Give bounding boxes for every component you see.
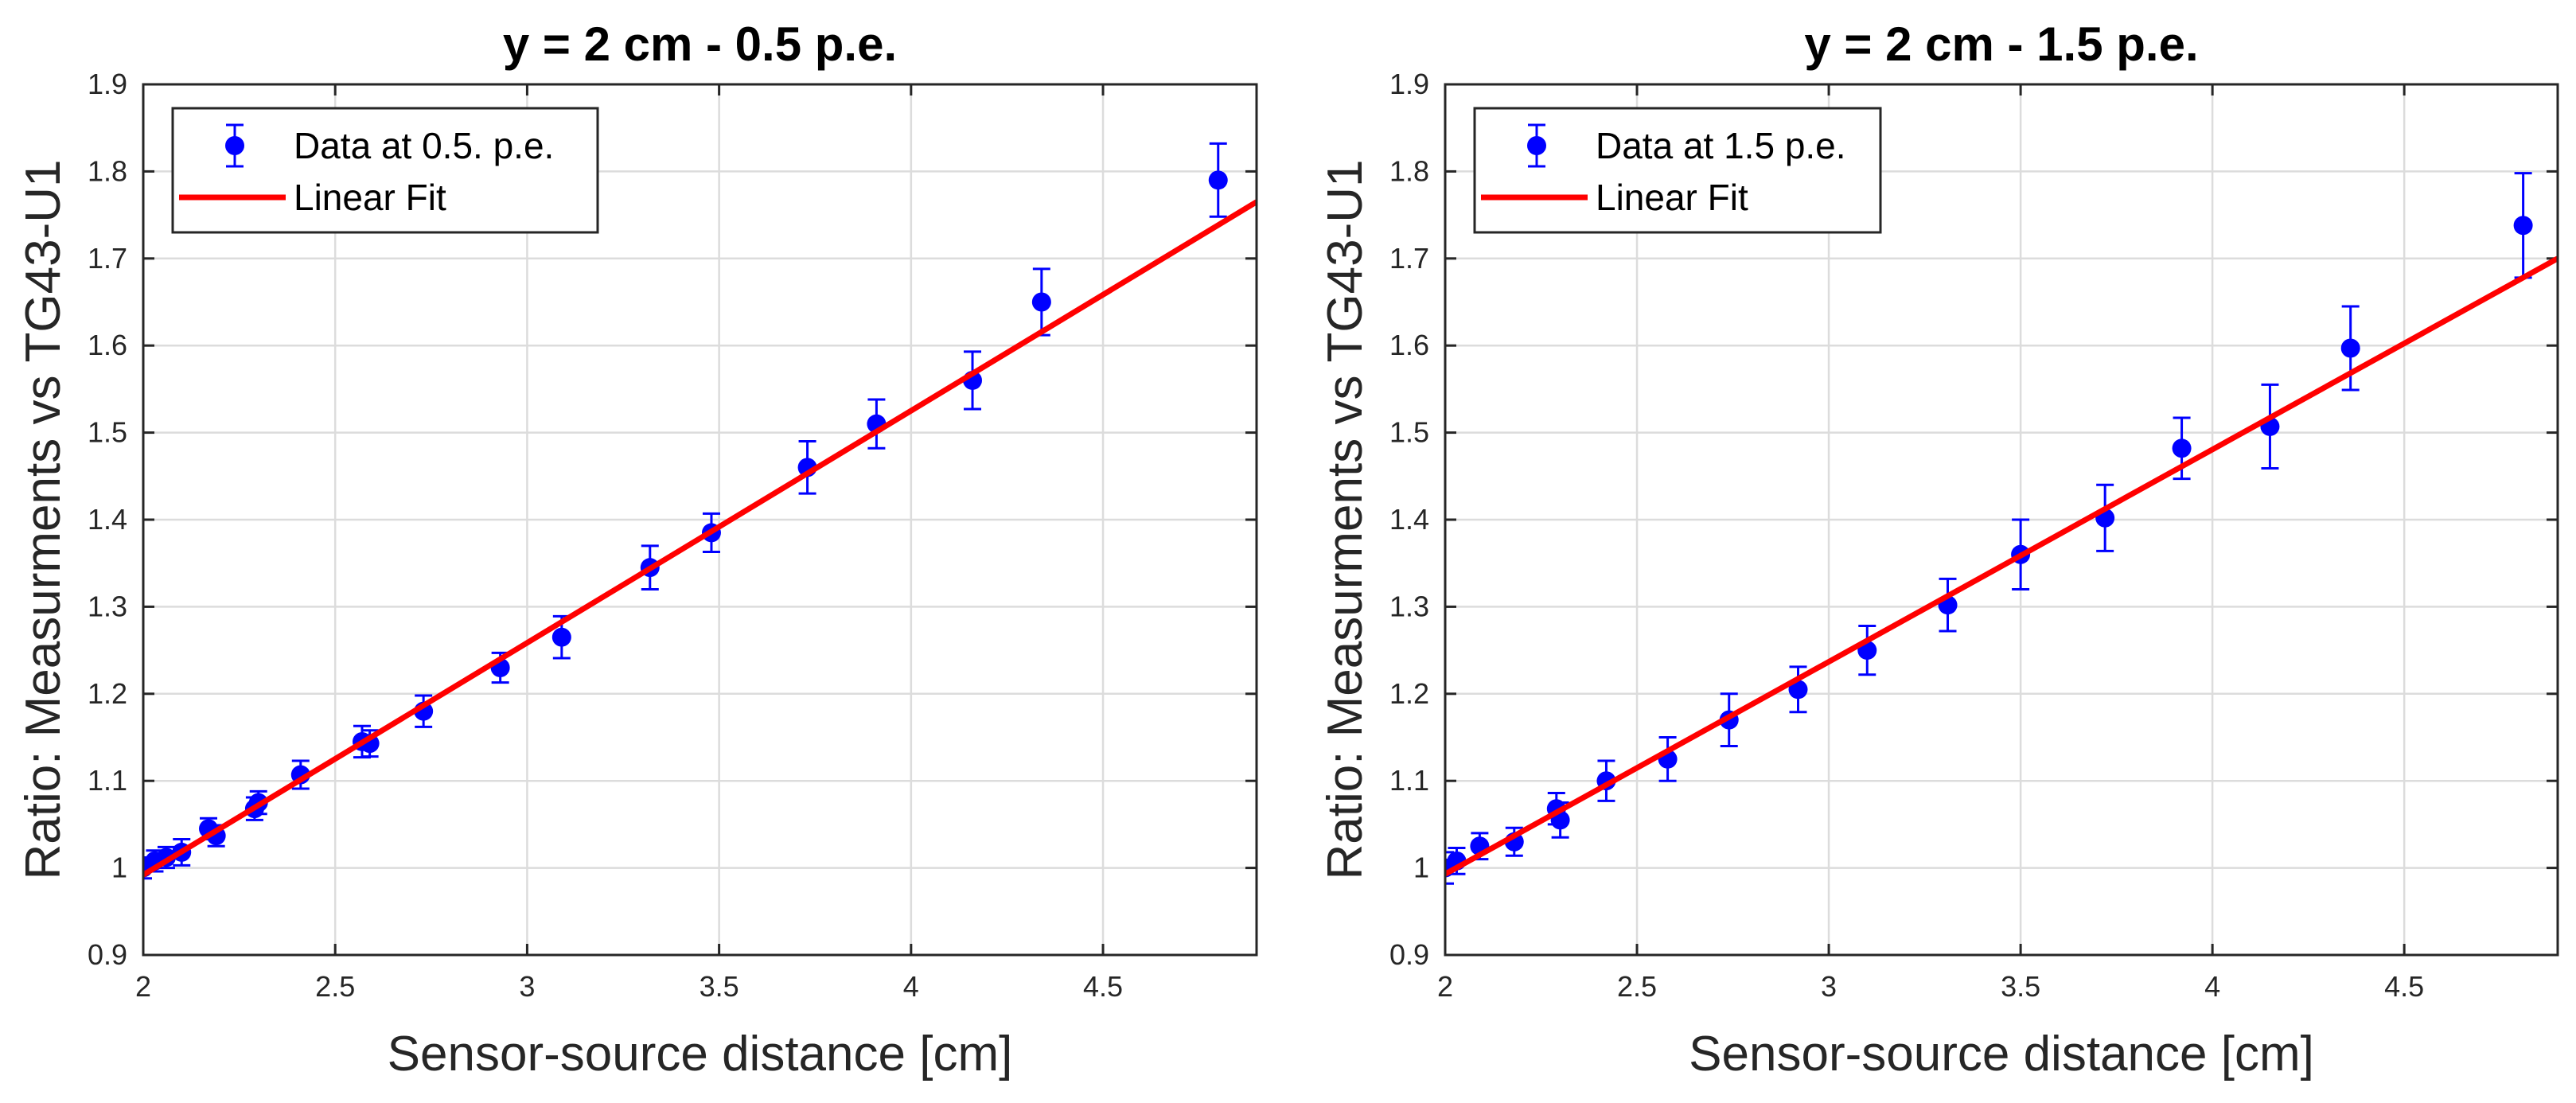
legend-box bbox=[171, 107, 599, 234]
y-tick-label: 1.7 bbox=[1389, 242, 1429, 275]
data-point bbox=[1208, 170, 1228, 190]
y-tick-label: 1.5 bbox=[1389, 416, 1429, 449]
y-tick-label: 1.4 bbox=[88, 503, 127, 536]
x-tick-label: 3.5 bbox=[2001, 970, 2040, 1003]
chart-title: y = 2 cm - 1.5 p.e. bbox=[1804, 18, 2198, 71]
x-tick-label: 2.5 bbox=[1617, 970, 1657, 1003]
y-tick-label: 1.9 bbox=[88, 68, 127, 100]
y-axis-label: Ratio: Measurments vs TG43-U1 bbox=[1318, 159, 1373, 879]
y-tick-label: 1.9 bbox=[1389, 68, 1429, 100]
data-point bbox=[2172, 438, 2192, 458]
y-tick-label: 0.9 bbox=[88, 938, 127, 971]
fit-line bbox=[1445, 255, 2558, 877]
y-tick-label: 1.1 bbox=[88, 764, 127, 797]
y-tick-label: 1.3 bbox=[1389, 590, 1429, 622]
chart-panel-left: 2 2.5 3 3.5 4 4.5 0.9 1 1.1 1.2 1.3 1.4 1.5 1.6 1.7 1.8… bbox=[16, 18, 1258, 1082]
legend-label-fit: Linear Fit bbox=[1596, 177, 1748, 218]
data-point bbox=[1788, 680, 1808, 700]
y-axis-label: Ratio: Measurments vs TG43-U1 bbox=[16, 159, 71, 879]
y-tick-label: 1.2 bbox=[88, 677, 127, 710]
y-tick-label: 1.8 bbox=[1389, 154, 1429, 187]
y-tick-label: 0.9 bbox=[1389, 938, 1429, 971]
chart-panel-right: 2 2.5 3 3.5 4 4.5 0.9 1 1.1 1.2 1.3 1.4 1.5 1.6 1.7 1.8… bbox=[1318, 18, 2559, 1082]
chart-title: y = 2 cm - 0.5 p.e. bbox=[503, 18, 897, 71]
data-point bbox=[551, 627, 571, 647]
x-tick-label: 4 bbox=[903, 970, 919, 1003]
x-tick-label: 2 bbox=[135, 970, 151, 1003]
x-axis-label: Sensor-source distance [cm] bbox=[388, 1027, 1013, 1082]
x-tick-label: 3 bbox=[519, 970, 535, 1003]
legend-label-data: Data at 1.5 p.e. bbox=[1596, 125, 1846, 166]
plot-frame bbox=[1444, 83, 2559, 957]
x-tick-label: 2.5 bbox=[315, 970, 355, 1003]
fit-line bbox=[143, 199, 1257, 878]
legend-data-marker bbox=[225, 136, 244, 155]
y-tick-label: 1.4 bbox=[1389, 503, 1429, 536]
legend-box bbox=[1473, 107, 1882, 234]
x-tick-label: 3.5 bbox=[700, 970, 739, 1003]
plot-series bbox=[143, 142, 1257, 880]
plot-series bbox=[1445, 172, 2558, 885]
y-tick-label: 1.7 bbox=[88, 242, 127, 275]
x-tick-label: 4.5 bbox=[2384, 970, 2424, 1003]
y-tick-label: 1.2 bbox=[1389, 677, 1429, 710]
legend: Data at 1.5 p.e. Linear Fit bbox=[1473, 107, 1882, 234]
y-tick-label: 1 bbox=[1413, 852, 1429, 884]
legend-data-marker bbox=[1527, 136, 1546, 155]
y-tick-label: 1.5 bbox=[88, 416, 127, 449]
x-tick-label: 4 bbox=[2204, 970, 2220, 1003]
data-point-errorbar bbox=[1445, 851, 1454, 885]
legend: Data at 0.5. p.e. Linear Fit bbox=[171, 107, 599, 234]
y-tick-label: 1.3 bbox=[88, 590, 127, 622]
y-tick-label: 1.6 bbox=[88, 329, 127, 361]
data-point bbox=[2513, 216, 2533, 236]
plot-frame bbox=[142, 83, 1258, 957]
legend-label-data: Data at 0.5. p.e. bbox=[294, 125, 554, 166]
y-tick-label: 1.1 bbox=[1389, 764, 1429, 797]
legend-label-fit: Linear Fit bbox=[294, 177, 446, 218]
y-tick-label: 1 bbox=[111, 852, 127, 884]
y-tick-label: 1.6 bbox=[1389, 329, 1429, 361]
y-tick-label: 1.8 bbox=[88, 154, 127, 187]
x-tick-label: 2 bbox=[1437, 970, 1453, 1003]
data-point bbox=[1031, 292, 1051, 312]
x-tick-label: 4.5 bbox=[1083, 970, 1123, 1003]
x-axis-label: Sensor-source distance [cm] bbox=[1689, 1027, 2314, 1082]
x-tick-label: 3 bbox=[1821, 970, 1837, 1003]
data-point bbox=[2340, 338, 2360, 358]
